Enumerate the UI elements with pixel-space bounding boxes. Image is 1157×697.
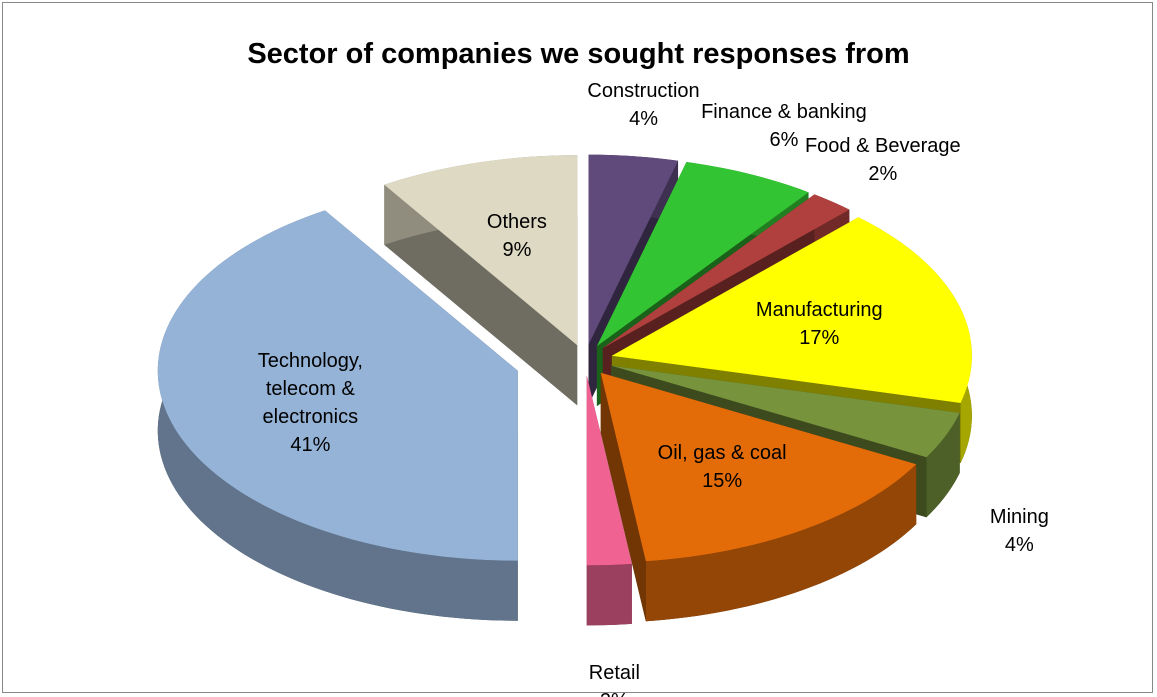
pie-slice	[384, 155, 578, 346]
value-label: 4%	[629, 107, 658, 130]
slice-label: Oil, gas & coal 15%	[658, 439, 787, 495]
slice-label: Mining 4%	[990, 503, 1049, 559]
slice-label: Construction 4%	[587, 77, 699, 133]
slice-label: Food & Beverage 2%	[805, 132, 961, 188]
category-label: Finance & banking	[701, 101, 867, 124]
value-label: 2%	[589, 687, 640, 697]
slice-wall	[645, 464, 917, 622]
value-label: 4%	[1004, 534, 1034, 556]
slice-wall	[926, 412, 960, 518]
slice-wall	[157, 210, 518, 621]
category-label: Others	[486, 210, 547, 233]
chart-title: Sector of companies we sought responses …	[247, 38, 910, 70]
category-label: Oil, gas & coal	[657, 442, 787, 465]
value-label: 6%	[769, 129, 799, 152]
pie-slice	[611, 365, 960, 458]
slice-side	[384, 184, 578, 406]
value-label: 17%	[799, 326, 840, 349]
pie-slice	[586, 375, 632, 566]
value-label: 41%	[290, 433, 331, 456]
pie-slice	[588, 154, 679, 345]
slice-wall	[586, 563, 632, 626]
category-label: Food & Beverage	[804, 134, 961, 157]
pie-slice	[157, 210, 518, 561]
slice-side	[600, 372, 646, 622]
value-label: 15%	[702, 470, 743, 493]
slice-label: Others 9%	[487, 208, 547, 264]
category-label: Mining	[989, 506, 1049, 528]
value-label: 2%	[868, 162, 898, 185]
category-label: Construction	[587, 79, 700, 102]
pie-slice	[602, 194, 850, 349]
slice-label: Technology, telecom & electronics 41%	[235, 347, 385, 459]
pie-slice	[600, 372, 917, 562]
pie-slice	[611, 217, 972, 403]
category-label: Technology, telecom & electronics	[257, 349, 363, 428]
category-label: Manufacturing	[755, 298, 883, 321]
slice-label: Manufacturing 17%	[756, 296, 883, 352]
slice-label: Retail 2%	[589, 659, 640, 697]
slice-label: Finance & banking 6%	[701, 98, 867, 154]
pie-slice	[596, 162, 809, 347]
category-label: Retail	[588, 661, 640, 684]
value-label: 9%	[502, 238, 532, 261]
